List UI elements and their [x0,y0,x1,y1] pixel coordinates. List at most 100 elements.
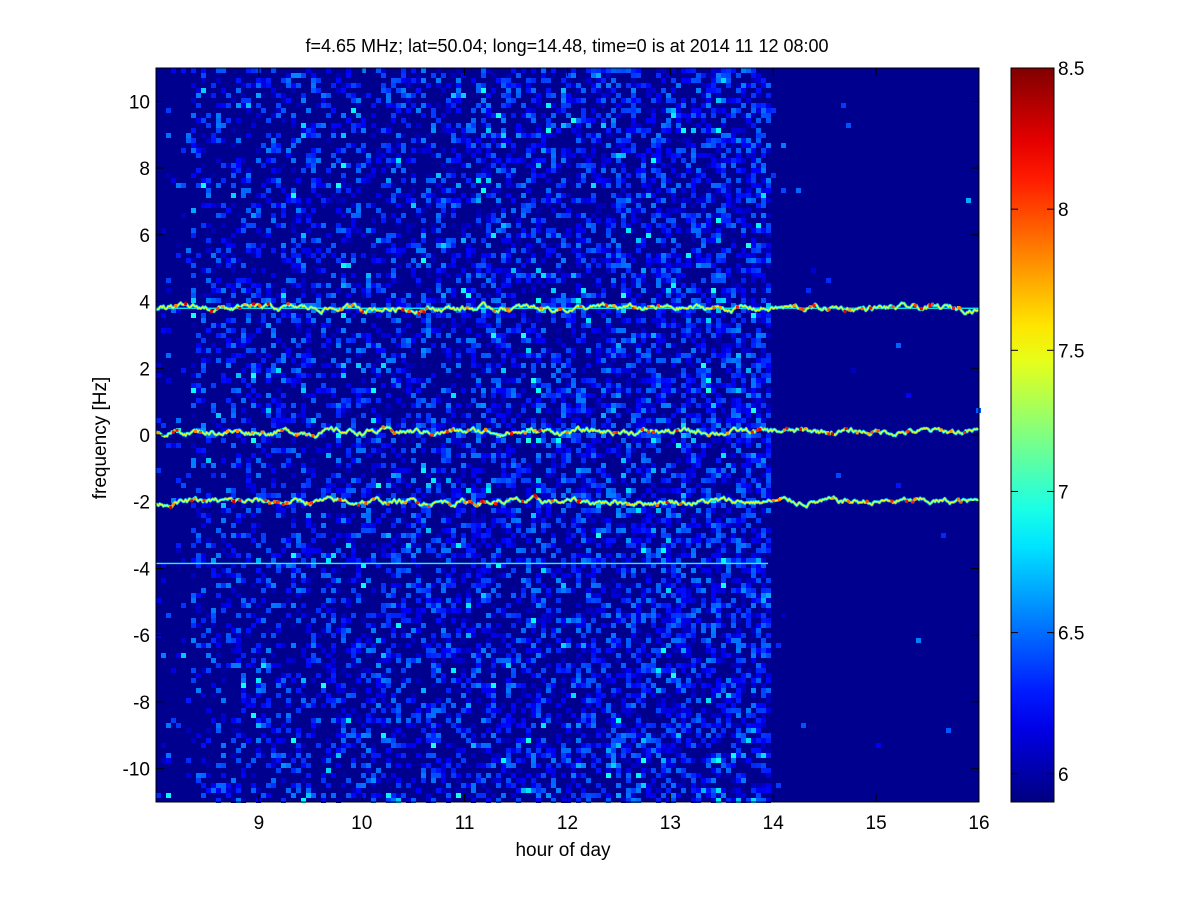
noise-cell [186,133,191,138]
noise-cell [331,293,336,298]
noise-cell [291,123,296,128]
noise-cell [461,618,466,623]
noise-cell [341,313,346,318]
noise-cell [161,578,166,583]
noise-cell [561,408,566,413]
noise-cell [481,298,486,303]
noise-cell [556,518,561,523]
noise-cell [606,383,611,388]
noise-cell [321,688,326,693]
noise-cell [286,713,291,718]
noise-cell [546,408,551,413]
noise-cell [206,563,211,568]
noise-cell [301,703,306,708]
noise-cell [421,253,426,258]
noise-cell [501,238,506,243]
noise-cell [191,738,196,743]
noise-cell [541,443,546,448]
noise-cell [591,153,596,158]
noise-cell [446,528,451,533]
noise-cell [501,458,506,463]
noise-cell [281,678,286,683]
noise-cell [241,533,246,538]
noise-cell [446,398,451,403]
noise-cell [431,648,436,653]
noise-cell [371,743,376,748]
noise-cell [471,653,476,658]
noise-cell [581,403,586,408]
noise-cell [601,668,606,673]
noise-cell [576,123,581,128]
noise-cell [376,493,381,498]
noise-cell [276,513,281,518]
noise-cell [491,438,496,443]
noise-cell [201,178,206,183]
noise-cell [611,623,616,628]
noise-cell [556,278,561,283]
noise-cell [251,363,256,368]
noise-cell [596,558,601,563]
noise-cell [416,563,421,568]
noise-cell [301,468,306,473]
noise-cell [526,438,531,443]
noise-cell [271,758,276,763]
noise-cell [241,418,246,423]
noise-cell [336,733,341,738]
noise-cell [366,633,371,638]
noise-cell [466,348,471,353]
noise-cell [596,248,601,253]
noise-cell [591,648,596,653]
noise-cell [451,93,456,98]
noise-cell [331,678,336,683]
noise-cell [351,213,356,218]
noise-cell [226,663,231,668]
noise-cell [281,108,286,113]
noise-cell [401,613,406,618]
noise-cell [221,583,226,588]
noise-cell [366,508,371,513]
noise-cell [256,603,261,608]
noise-cell [556,638,561,643]
noise-cell [416,598,421,603]
noise-cell [331,253,336,258]
noise-cell [496,648,501,653]
noise-cell [611,713,616,718]
noise-cell [586,293,591,298]
noise-cell [536,693,541,698]
noise-cell [236,733,241,738]
noise-cell [486,568,491,573]
noise-cell [551,278,556,283]
noise-cell [471,498,476,503]
noise-cell [491,188,496,193]
noise-cell [291,318,296,323]
noise-cell [591,793,596,798]
noise-cell [456,443,461,448]
noise-cell [211,608,216,613]
noise-cell [456,788,461,793]
noise-cell [221,373,226,378]
noise-cell [611,268,616,273]
noise-cell [286,563,291,568]
noise-cell [576,148,581,153]
noise-cell [501,93,506,98]
noise-cell [541,418,546,423]
noise-cell [161,313,166,318]
noise-cell [196,593,201,598]
noise-cell [521,683,526,688]
noise-cell [351,513,356,518]
noise-cell [346,403,351,408]
noise-cell [221,473,226,478]
noise-cell [486,128,491,133]
noise-cell [496,158,501,163]
noise-cell [386,703,391,708]
noise-cell [581,638,586,643]
noise-cell [201,313,206,318]
noise-cell [486,243,491,248]
noise-cell [506,413,511,418]
noise-cell [311,703,316,708]
noise-cell [431,708,436,713]
noise-cell [581,368,586,373]
noise-cell [396,378,401,383]
noise-cell [366,163,371,168]
noise-cell [441,203,446,208]
